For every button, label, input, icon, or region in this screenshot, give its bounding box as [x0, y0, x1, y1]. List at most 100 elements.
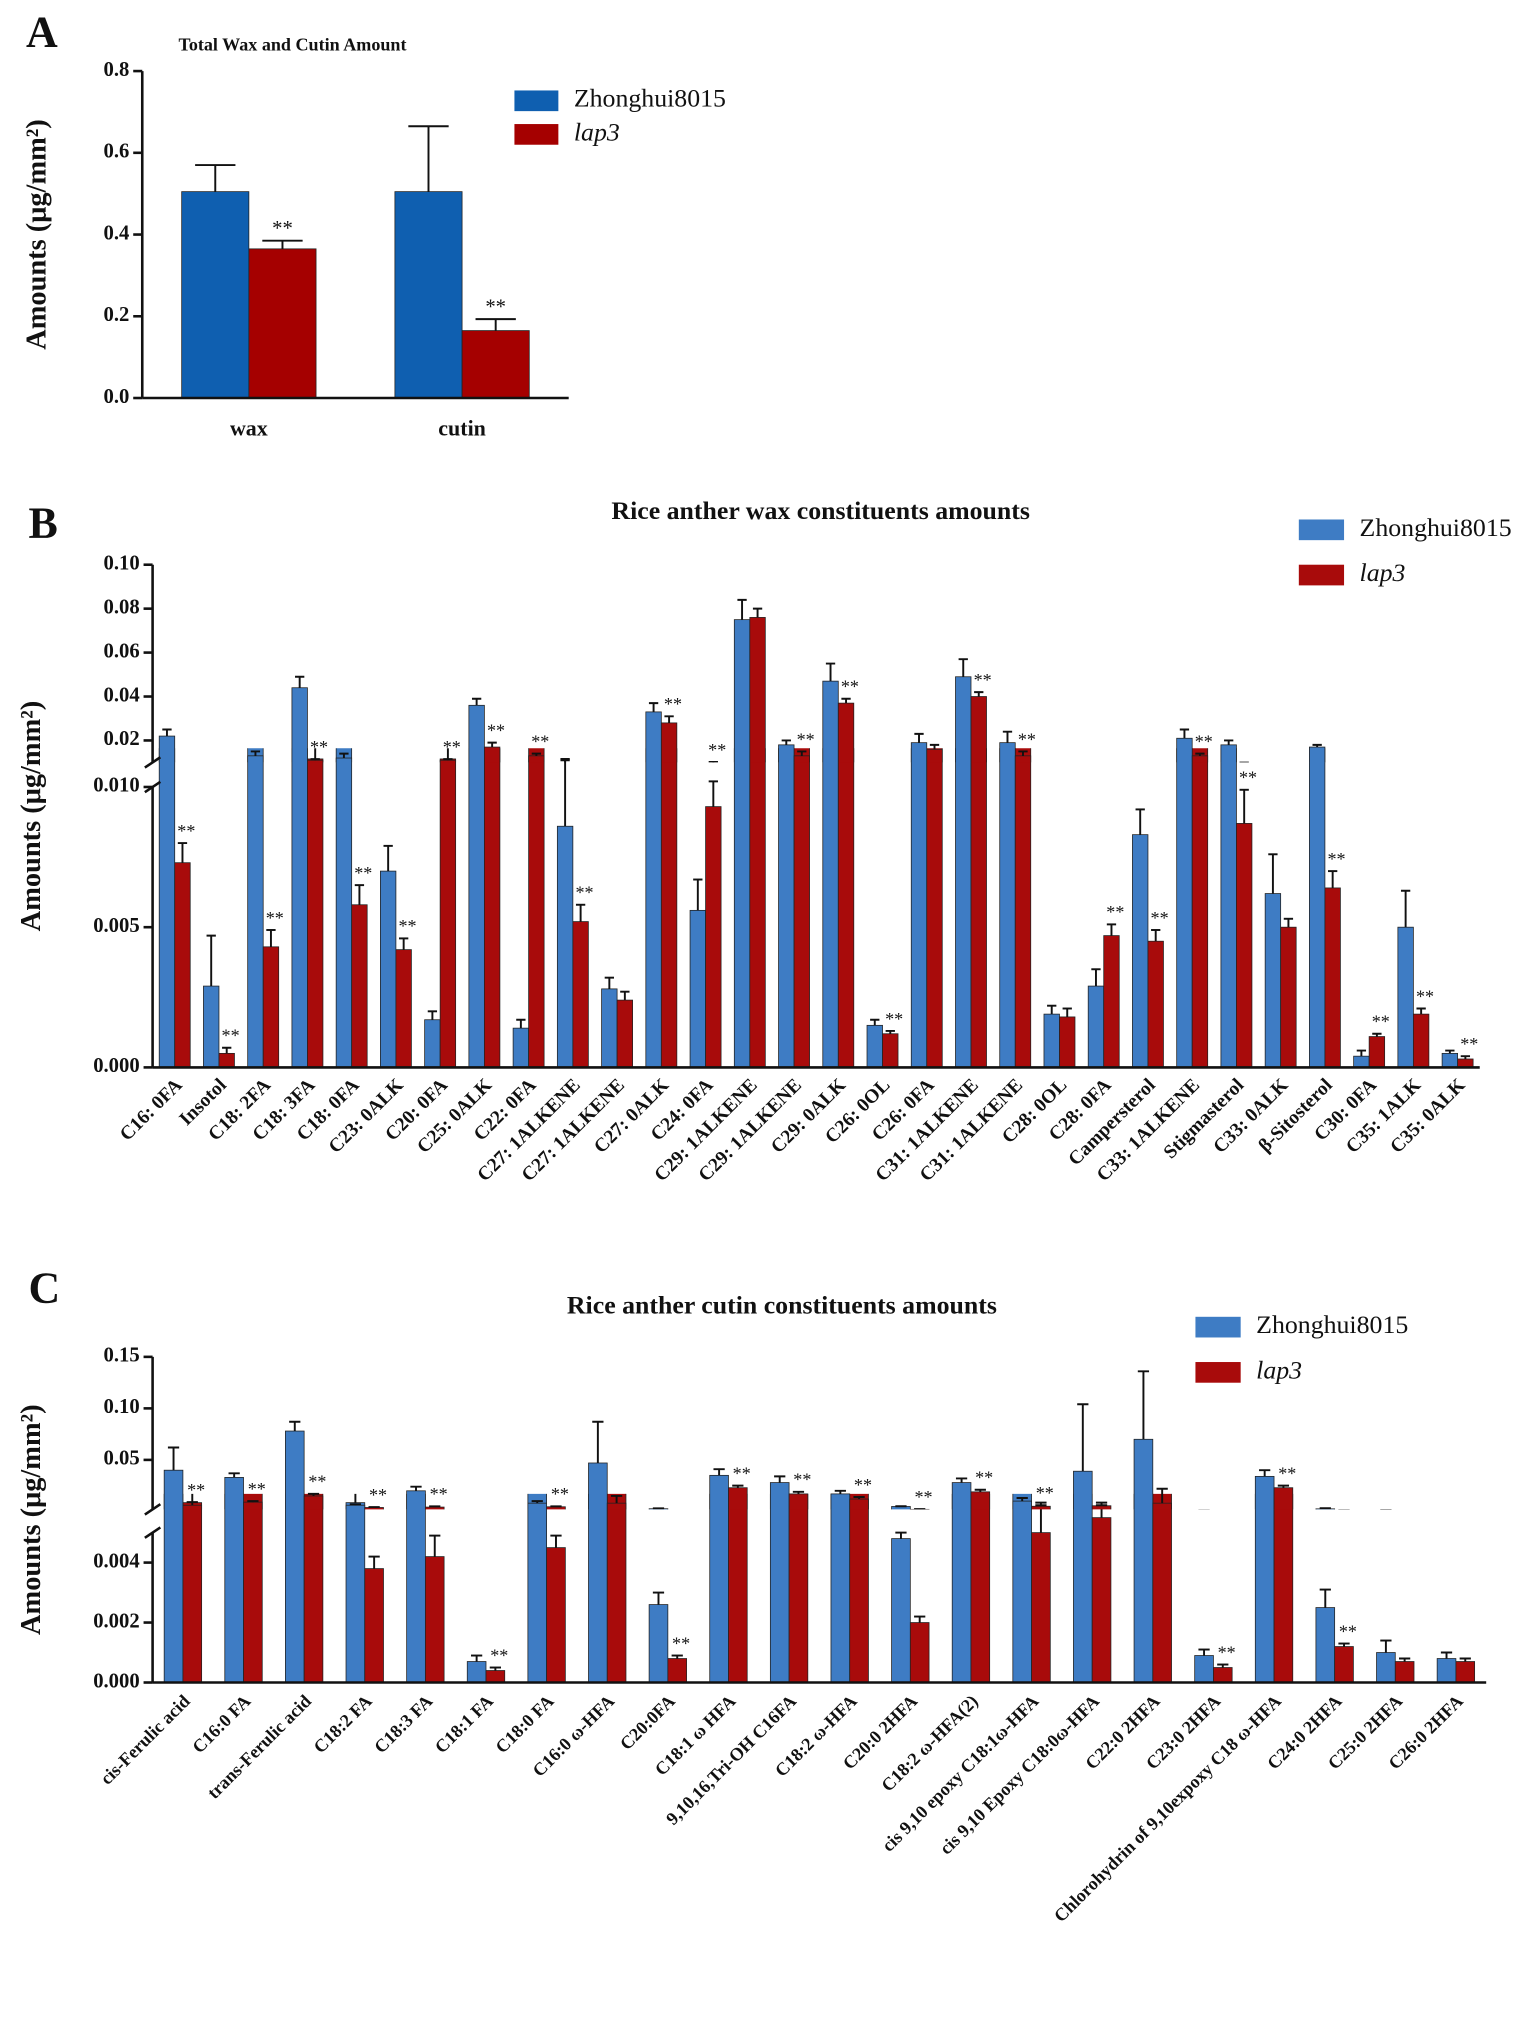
bar: [970, 748, 987, 1068]
bar: [468, 748, 485, 1068]
significance: **: [266, 908, 284, 928]
bar: [1014, 748, 1032, 1068]
significance: **: [443, 737, 461, 757]
y-tick-label: 0.000: [93, 1055, 139, 1077]
significance: **: [841, 677, 859, 697]
significance: **: [1195, 731, 1213, 751]
legend-swatch: [514, 90, 559, 112]
y-tick-label: 0.2: [104, 304, 130, 326]
bar: [174, 862, 191, 1068]
axis-break: [144, 756, 162, 769]
significance: **: [222, 1026, 240, 1046]
significance: **: [1036, 1483, 1054, 1503]
bar: [837, 702, 855, 763]
bar: [1176, 737, 1193, 763]
significance: **: [531, 731, 549, 751]
legend-label: Zhonghui8015: [1256, 1310, 1408, 1339]
bar: [1133, 1438, 1154, 1510]
bar: [955, 676, 972, 763]
bar: [1073, 1470, 1093, 1510]
bar: [1132, 834, 1149, 1068]
legend-label: lap3: [1360, 558, 1406, 587]
significance: **: [1327, 849, 1345, 869]
bar: [483, 746, 501, 763]
bar: [1273, 1493, 1294, 1683]
chart-title: Rice anther wax constituents amounts: [611, 496, 1030, 525]
significance: **: [310, 737, 328, 757]
significance: **: [485, 297, 506, 319]
bar: [424, 1506, 445, 1510]
panel-letter: A: [26, 7, 58, 56]
bar: [572, 921, 589, 1068]
significance: **: [1339, 1621, 1357, 1641]
significance: **: [797, 729, 815, 749]
y-tick-label: 0.000: [93, 1670, 139, 1692]
bar: [1073, 1493, 1093, 1683]
bar: [1103, 935, 1120, 1068]
bar: [224, 1477, 244, 1510]
x-tick-label: C18:1 FA: [431, 1691, 497, 1757]
bar: [1456, 1511, 1475, 1512]
bar: [1059, 1016, 1076, 1068]
x-tick-label: Chlorohydrin of 9,10expoxy C18 ω-HFA: [1050, 1691, 1285, 1926]
significance: **: [975, 1468, 993, 1488]
bar: [1220, 744, 1237, 763]
axis-break: [144, 1526, 162, 1539]
y-tick-label: 0.05: [104, 1448, 140, 1470]
bar: [461, 330, 530, 399]
bar: [970, 1491, 991, 1510]
bar: [793, 748, 810, 1068]
plot-section: [158, 748, 1474, 1068]
bar: [1334, 1646, 1354, 1683]
bar: [1377, 1510, 1396, 1512]
bar: [1315, 1508, 1336, 1510]
y-tick-label: 0.08: [104, 596, 140, 618]
bar: [999, 742, 1016, 763]
bar: [512, 1027, 530, 1068]
x-tick-label: C16: 0FA: [116, 1075, 187, 1146]
significance: **: [308, 1472, 326, 1492]
bar: [1376, 1652, 1396, 1683]
significance: **: [1239, 768, 1257, 788]
bar: [706, 764, 722, 765]
legend-label: lap3: [574, 117, 620, 146]
bar: [689, 909, 706, 1068]
significance: **: [369, 1485, 387, 1505]
bar: [468, 704, 485, 763]
y-tick-label: 0.04: [104, 684, 140, 706]
bar: [909, 1622, 930, 1683]
x-tick-label: C18:2 FA: [310, 1691, 376, 1757]
bar: [1147, 940, 1164, 1068]
bar: [668, 1511, 687, 1512]
plot-section: [163, 1370, 1475, 1512]
bar: [909, 1508, 930, 1510]
y-axis-label: Amounts (μg/mm²): [21, 119, 52, 350]
bar: [203, 985, 220, 1068]
bar: [910, 748, 928, 1068]
plot-section: [158, 598, 1326, 765]
x-tick-label: C20:0FA: [616, 1691, 679, 1754]
bar: [1220, 748, 1237, 1068]
bar: [247, 748, 264, 1068]
legend-swatch: [1298, 519, 1345, 541]
bar: [837, 748, 855, 1068]
bar: [1213, 1511, 1232, 1512]
bar: [364, 1568, 384, 1683]
bar: [769, 1482, 790, 1510]
bar: [467, 1511, 486, 1512]
bar: [1335, 1510, 1354, 1512]
bar: [307, 758, 324, 1068]
significance: **: [354, 863, 372, 883]
bar: [1395, 1511, 1414, 1512]
bar: [182, 1502, 203, 1683]
bar: [648, 1604, 669, 1683]
bar: [224, 1493, 244, 1683]
bar: [1436, 1658, 1457, 1683]
bar: [728, 1487, 748, 1510]
y-axis-label: Amounts (μg/mm²): [16, 701, 47, 932]
bar: [1133, 1493, 1154, 1683]
bar: [163, 1493, 184, 1683]
bar: [1254, 1493, 1275, 1683]
y-tick-label: 0.010: [93, 775, 139, 797]
bar: [1031, 1532, 1051, 1683]
